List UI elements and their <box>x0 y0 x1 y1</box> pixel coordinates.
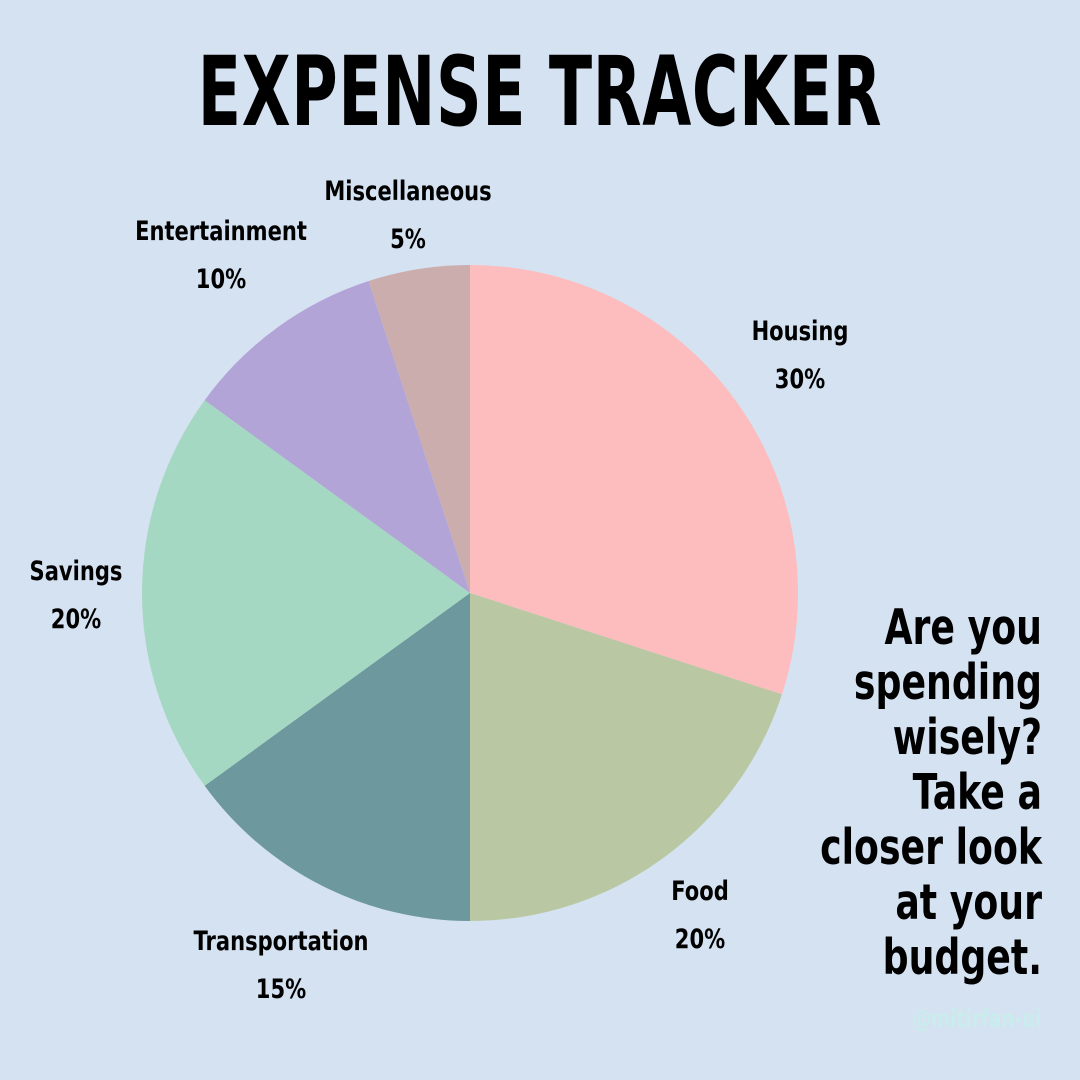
slice-label-entertainment: Entertainment <box>135 215 307 246</box>
pie-slices <box>142 265 799 921</box>
slice-value-savings: 20% <box>51 603 101 634</box>
slice-label-group-food: Food 20% <box>671 875 729 954</box>
slice-label-savings: Savings <box>30 555 123 586</box>
slice-value-miscellaneous: 5% <box>390 223 426 254</box>
pie-slice-miscellaneous <box>368 265 470 593</box>
slice-label-transportation: Transportation <box>193 925 368 956</box>
pie-slice-transportation <box>204 593 470 921</box>
pie-slice-entertainment <box>204 281 470 593</box>
pie-slice-housing <box>470 265 799 695</box>
pie-slice-savings <box>142 400 470 786</box>
slice-label-group-miscellaneous: Miscellaneous 5% <box>324 175 491 254</box>
slice-value-housing: 30% <box>775 363 825 394</box>
slice-label-group-housing: Housing 30% <box>752 315 849 394</box>
slice-label-food: Food <box>671 875 729 906</box>
slice-value-entertainment: 10% <box>196 263 246 294</box>
slice-label-group-entertainment: Entertainment 10% <box>135 215 307 294</box>
slice-label-housing: Housing <box>752 315 849 346</box>
slice-value-food: 20% <box>675 923 725 954</box>
watermark: @mitirfan-ui <box>912 1004 1042 1033</box>
pie-labels: Housing 30% Food 20% Transportation 15% Saving… <box>30 175 849 1004</box>
slice-label-miscellaneous: Miscellaneous <box>324 175 491 206</box>
slice-label-group-transportation: Transportation 15% <box>193 925 368 1004</box>
slice-label-group-savings: Savings 20% <box>30 555 123 634</box>
pie-slice-food <box>470 593 782 921</box>
tagline: Are you spending wisely? Take a closer l… <box>820 599 1042 986</box>
slice-value-transportation: 15% <box>256 973 306 1004</box>
page-title: EXPENSE TRACKER <box>197 36 883 148</box>
